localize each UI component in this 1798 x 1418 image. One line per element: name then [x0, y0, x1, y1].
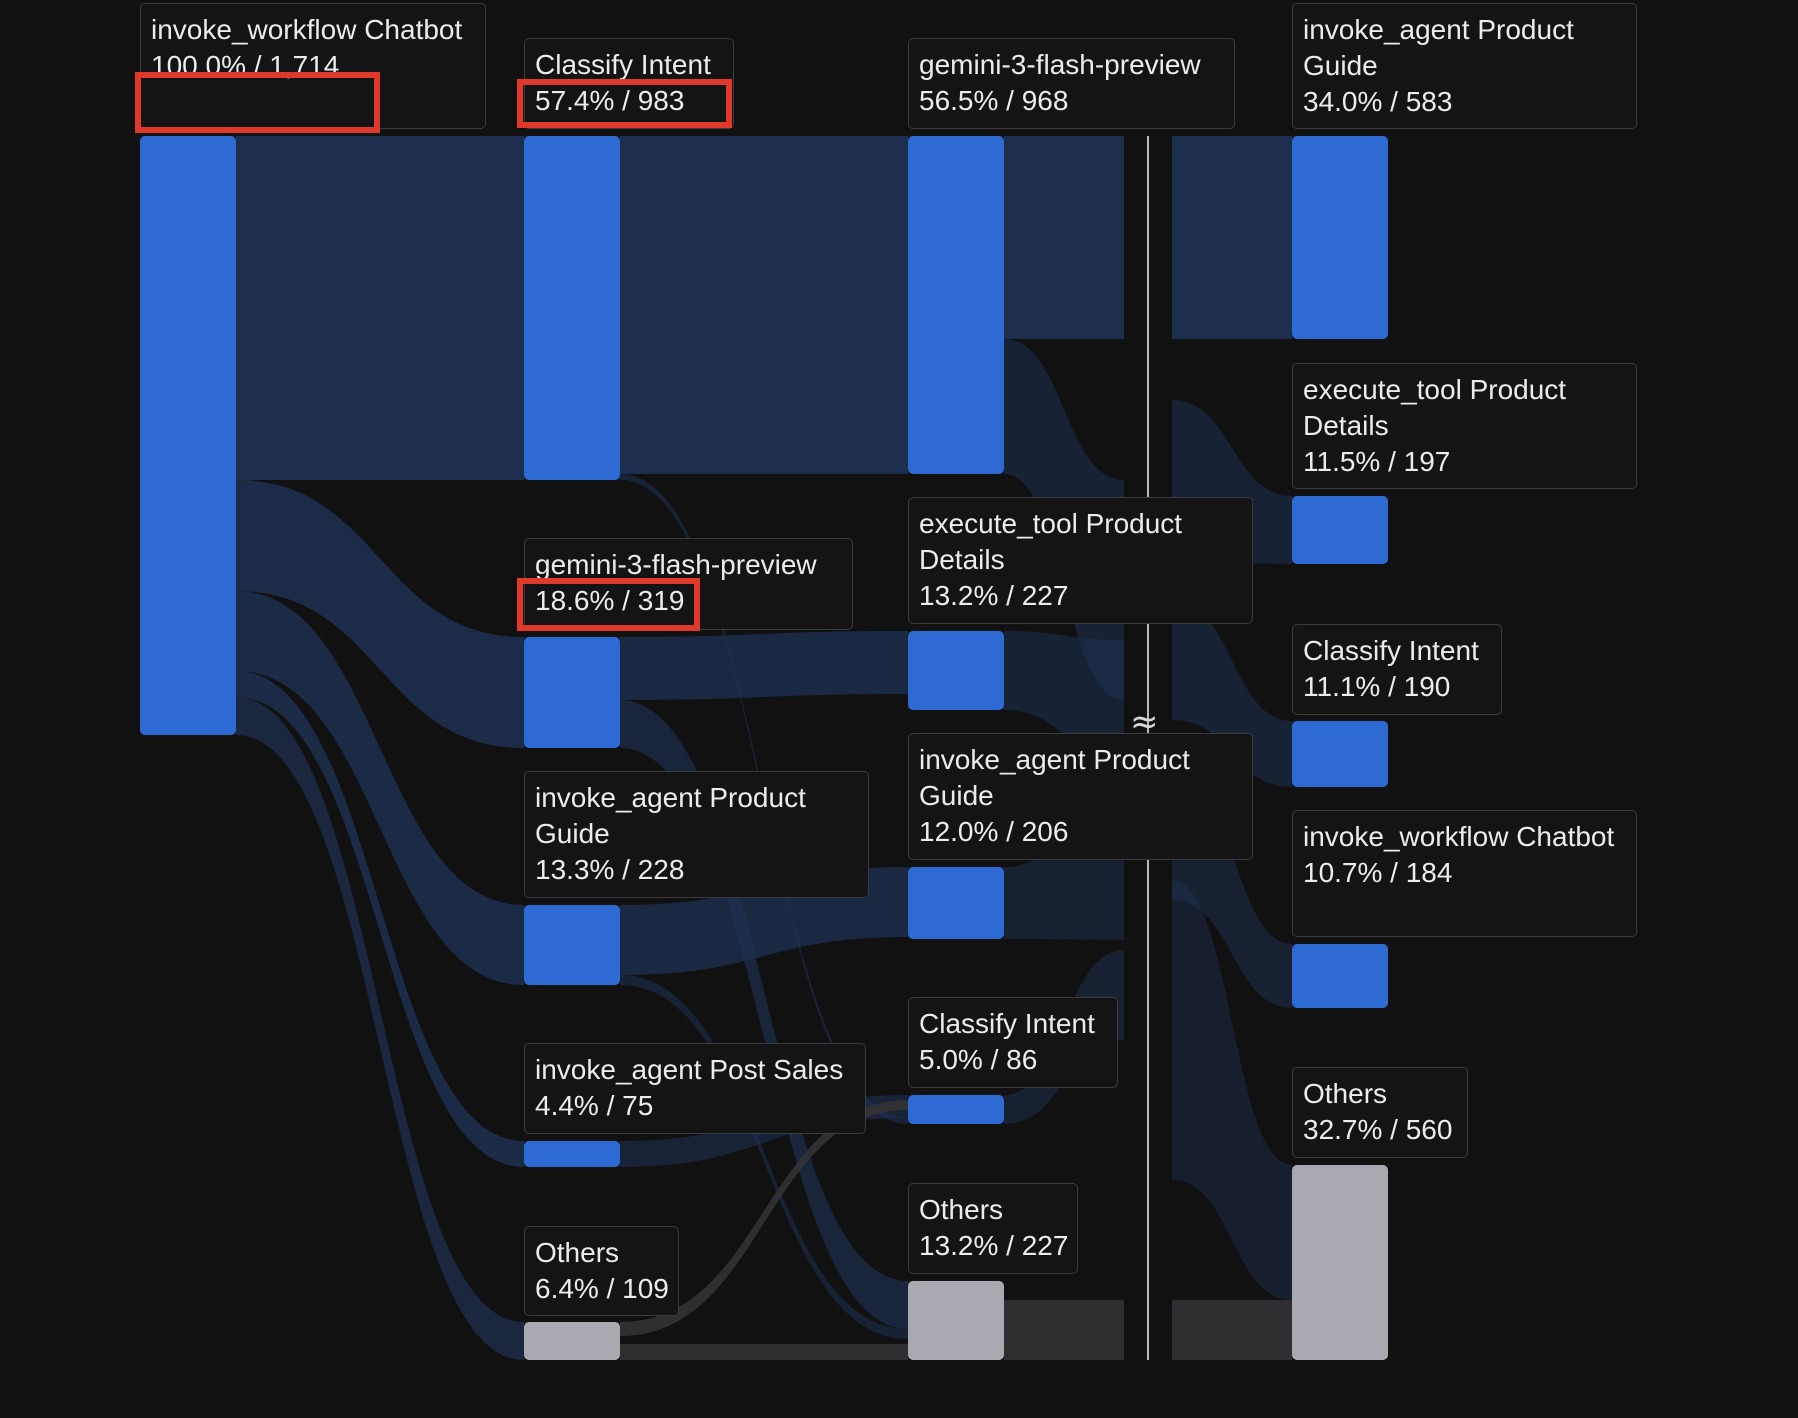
link-gap-to-product-guide — [1172, 136, 1292, 339]
node-label-others[interactable]: Others 13.2% / 227 — [908, 1183, 1078, 1274]
node-label-gemini-flash[interactable]: gemini-3-flash-preview 56.5% / 968 — [908, 38, 1235, 129]
node-label-invoke-agent-post-sales[interactable]: invoke_agent Post Sales 4.4% / 75 — [524, 1043, 866, 1134]
node-stat: 12.0% / 206 — [919, 816, 1069, 847]
node-stat: 34.0% / 583 — [1303, 86, 1453, 117]
node-stat: 13.2% / 227 — [919, 580, 1069, 611]
node-stat: 57.4% / 983 — [535, 85, 685, 116]
node-bar-invoke-workflow-chatbot[interactable] — [140, 136, 236, 735]
node-stat: 32.7% / 560 — [1303, 1114, 1453, 1145]
node-stat: 13.2% / 227 — [919, 1230, 1069, 1261]
link-gap-to-others — [1172, 880, 1292, 1300]
node-name: gemini-3-flash-preview — [919, 49, 1201, 80]
link-product-guide-to-others — [620, 975, 908, 1339]
node-bar-others[interactable] — [524, 1322, 620, 1360]
node-bar-execute-tool-product-details[interactable] — [908, 631, 1004, 710]
node-name: execute_tool Product Details — [1303, 374, 1567, 441]
link-others-to-gap — [1004, 1300, 1124, 1360]
node-stat: 6.4% / 109 — [535, 1273, 669, 1304]
node-stat: 11.1% / 190 — [1303, 671, 1451, 702]
node-name: Others — [919, 1194, 1004, 1225]
link-gemini-flash-to-gap — [1004, 136, 1124, 339]
link-gap-to-classify-intent — [1172, 600, 1292, 787]
node-label-execute-tool-product-details[interactable]: execute_tool Product Details 11.5% / 197 — [1292, 363, 1637, 489]
node-label-gemini-flash[interactable]: gemini-3-flash-preview 18.6% / 319 — [524, 538, 853, 630]
node-stat: 11.5% / 197 — [1303, 446, 1451, 477]
link-others-to-others — [620, 1344, 908, 1360]
highlight-box — [517, 79, 732, 128]
highlight-box — [517, 578, 700, 631]
node-label-invoke-workflow-chatbot[interactable]: invoke_workflow Chatbot 10.7% / 184 — [1292, 810, 1637, 937]
node-name: Classify Intent — [1303, 635, 1479, 666]
node-label-others[interactable]: Others 6.4% / 109 — [524, 1226, 679, 1316]
node-label-execute-tool-product-details[interactable]: execute_tool Product Details 13.2% / 227 — [908, 497, 1253, 624]
link-chatbot-to-others — [236, 697, 524, 1360]
node-stat: 5.0% / 86 — [919, 1044, 1038, 1075]
link-classify-intent-to-gemini-flash — [620, 136, 908, 474]
node-name: Others — [535, 1237, 620, 1268]
node-name: execute_tool Product Details — [919, 508, 1183, 575]
node-bar-gemini-flash[interactable] — [524, 637, 620, 748]
node-label-invoke-agent-product-guide[interactable]: invoke_agent Product Guide 34.0% / 583 — [1292, 3, 1637, 129]
node-label-classify-intent[interactable]: Classify Intent 5.0% / 86 — [908, 997, 1118, 1088]
node-name: invoke_agent Product Guide — [1303, 14, 1574, 81]
node-bar-classify-intent[interactable] — [524, 136, 620, 480]
node-name: Classify Intent — [535, 49, 711, 80]
node-stat: 18.6% / 319 — [535, 585, 685, 616]
node-stat: 4.4% / 75 — [535, 1090, 654, 1121]
node-label-invoke-agent-product-guide[interactable]: invoke_agent Product Guide 13.3% / 228 — [524, 771, 869, 898]
node-name: invoke_workflow Chatbot — [151, 14, 463, 45]
node-stat: 13.3% / 228 — [535, 854, 685, 885]
link-chatbot-to-post-sales — [236, 671, 524, 1167]
node-label-classify-intent[interactable]: Classify Intent 11.1% / 190 — [1292, 624, 1502, 715]
node-name: gemini-3-flash-preview — [535, 549, 817, 580]
node-bar-classify-intent[interactable] — [908, 1095, 1004, 1124]
node-label-invoke-workflow-chatbot[interactable]: invoke_workflow Chatbot 100.0% / 1,714 — [140, 3, 486, 129]
link-chatbot-to-classify-intent — [236, 136, 524, 480]
node-bar-others[interactable] — [1292, 1165, 1388, 1360]
node-bar-classify-intent[interactable] — [1292, 721, 1388, 787]
node-bar-invoke-agent-product-guide[interactable] — [1292, 136, 1388, 339]
link-others-to-classify-intent — [620, 1100, 908, 1336]
link-gemini-flash-to-execute-tool — [620, 631, 908, 700]
link-chatbot-to-gemini-flash — [236, 480, 524, 748]
link-gemini-flash-to-others — [620, 700, 908, 1329]
link-execute-tool-to-gap — [1004, 631, 1124, 760]
node-bar-invoke-agent-post-sales[interactable] — [524, 1141, 620, 1167]
node-label-others[interactable]: Others 32.7% / 560 — [1292, 1067, 1468, 1158]
node-bar-execute-tool-product-details[interactable] — [1292, 496, 1388, 564]
node-name: invoke_agent Product Guide — [919, 744, 1190, 811]
node-bar-invoke-agent-product-guide[interactable] — [908, 867, 1004, 939]
link-chatbot-to-product-guide — [236, 591, 524, 985]
node-label-invoke-agent-product-guide[interactable]: invoke_agent Product Guide 12.0% / 206 — [908, 733, 1253, 860]
node-stat: 56.5% / 968 — [919, 85, 1069, 116]
node-bar-invoke-workflow-chatbot[interactable] — [1292, 944, 1388, 1008]
node-bar-invoke-agent-product-guide[interactable] — [524, 905, 620, 985]
link-gap-to-others — [1172, 1300, 1292, 1360]
highlight-box — [135, 72, 380, 133]
node-name: Classify Intent — [919, 1008, 1095, 1039]
node-name: Others — [1303, 1078, 1388, 1109]
node-name: invoke_agent Product Guide — [535, 782, 806, 849]
node-name: invoke_workflow Chatbot — [1303, 821, 1615, 852]
node-stat: 10.7% / 184 — [1303, 857, 1453, 888]
node-name: invoke_agent Post Sales — [535, 1054, 844, 1085]
node-bar-others[interactable] — [908, 1281, 1004, 1360]
node-bar-gemini-flash[interactable] — [908, 136, 1004, 474]
